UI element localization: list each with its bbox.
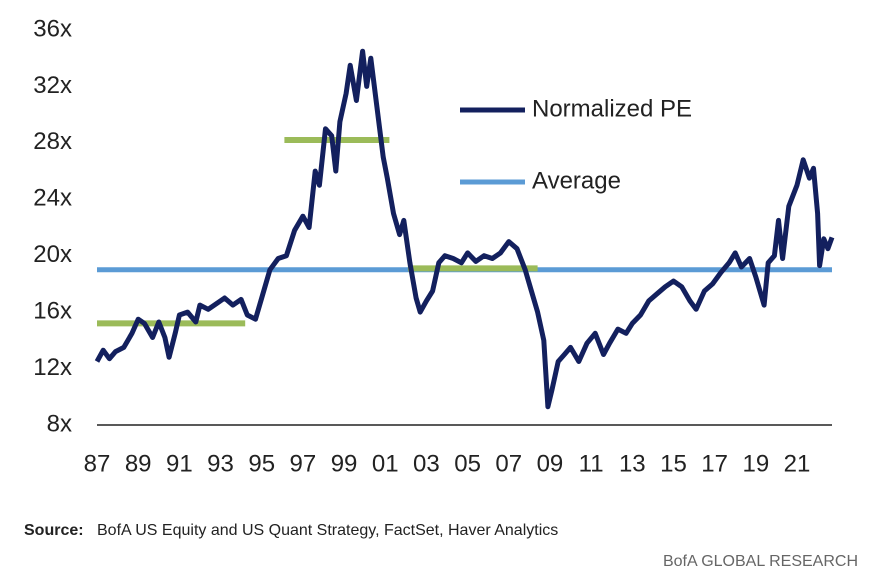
x-tick-label: 09 [537, 450, 564, 477]
x-tick-label: 11 [579, 450, 604, 477]
y-tick-label: 8x [47, 410, 72, 437]
x-tick-label: 93 [207, 450, 234, 477]
x-tick-label: 03 [413, 450, 440, 477]
footer: BofA GLOBAL RESEARCH [663, 553, 858, 570]
legend-label: Average [532, 167, 621, 194]
x-tick-label: 97 [290, 450, 317, 477]
x-tick-label: 01 [372, 450, 399, 477]
x-tick-label: 21 [784, 450, 811, 477]
x-tick-label: 87 [84, 450, 111, 477]
x-tick-label: 17 [701, 450, 728, 477]
x-tick-label: 95 [248, 450, 275, 477]
y-tick-label: 12x [33, 354, 72, 381]
y-tick-label: 32x [33, 72, 72, 99]
y-tick-label: 28x [33, 128, 72, 155]
x-tick-label: 13 [619, 450, 646, 477]
x-tick-label: 99 [331, 450, 358, 477]
x-tick-label: 15 [660, 450, 687, 477]
x-tick-label: 89 [125, 450, 152, 477]
source: BofA US Equity and US Quant Strategy, Fa… [97, 522, 558, 539]
x-tick-label: 91 [166, 450, 193, 477]
x-tick-label: 19 [742, 450, 769, 477]
source-label: Source: [24, 522, 84, 539]
legend-label: Normalized PE [532, 95, 692, 122]
y-tick-label: 20x [33, 241, 72, 268]
x-tick-label: 07 [495, 450, 522, 477]
series-line [94, 48, 835, 410]
y-tick-label: 24x [33, 185, 72, 212]
x-tick-label: 05 [454, 450, 481, 477]
y-tick-label: 36x [33, 15, 72, 42]
y-tick-label: 16x [33, 297, 72, 324]
